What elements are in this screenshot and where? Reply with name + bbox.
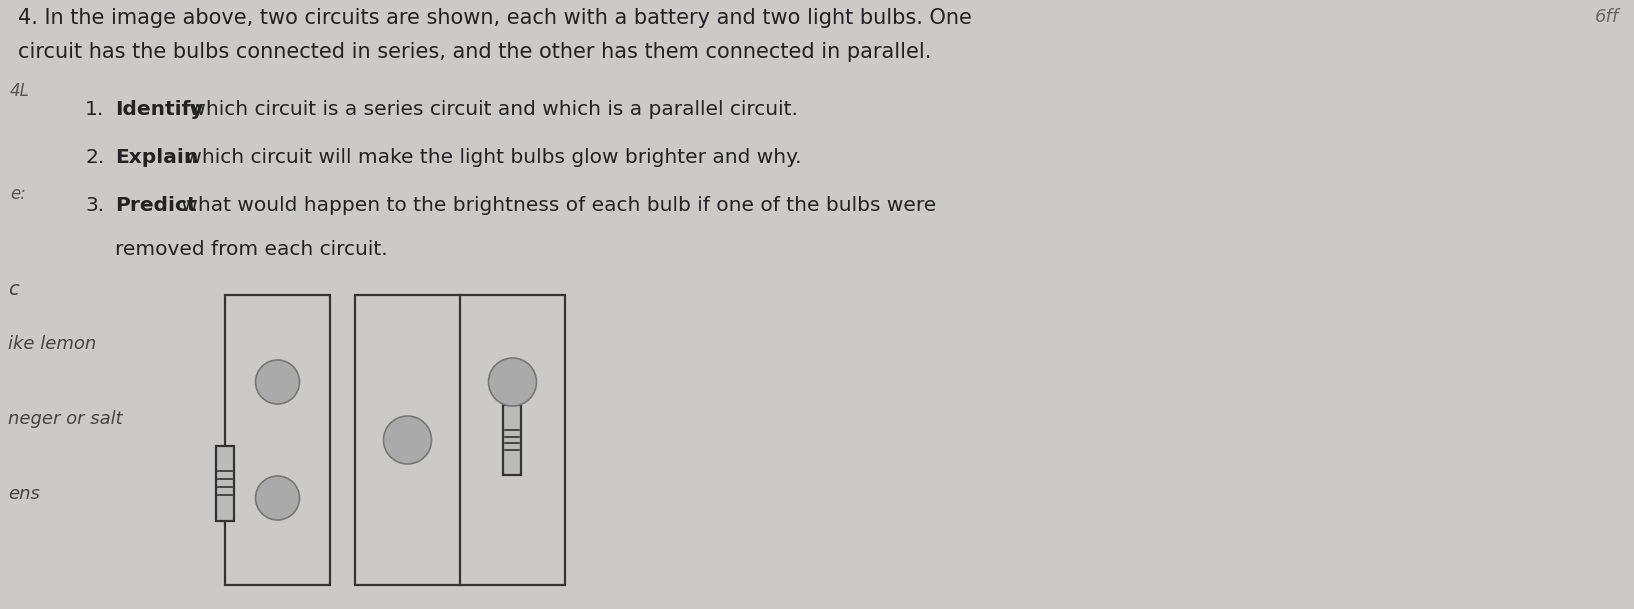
Circle shape [384, 416, 431, 464]
Text: what would happen to the brightness of each bulb if one of the bulbs were: what would happen to the brightness of e… [175, 196, 936, 215]
Text: 3.: 3. [85, 196, 105, 215]
Bar [225, 295, 330, 585]
Circle shape [255, 476, 299, 520]
Text: which circuit is a series circuit and which is a parallel circuit.: which circuit is a series circuit and wh… [183, 100, 797, 119]
Text: ike lemon: ike lemon [8, 335, 96, 353]
Bar [503, 405, 521, 475]
Text: Explain: Explain [114, 148, 198, 167]
Bar [216, 446, 234, 521]
Text: e:: e: [10, 185, 26, 203]
Text: ens: ens [8, 485, 39, 503]
Text: Predict: Predict [114, 196, 196, 215]
Text: 4L: 4L [10, 82, 29, 100]
Text: 1.: 1. [85, 100, 105, 119]
Bar [355, 295, 565, 585]
Circle shape [255, 360, 299, 404]
Circle shape [489, 358, 536, 406]
Text: which circuit will make the light bulbs glow brighter and why.: which circuit will make the light bulbs … [180, 148, 802, 167]
Text: c: c [8, 280, 18, 299]
Text: removed from each circuit.: removed from each circuit. [114, 240, 387, 259]
Text: 6ff: 6ff [1595, 8, 1619, 26]
Text: 2.: 2. [85, 148, 105, 167]
Text: circuit has the bulbs connected in series, and the other has them connected in p: circuit has the bulbs connected in serie… [18, 42, 931, 62]
Text: Identify: Identify [114, 100, 204, 119]
Text: neger or salt: neger or salt [8, 410, 123, 428]
Text: 4. In the image above, two circuits are shown, each with a battery and two light: 4. In the image above, two circuits are … [18, 8, 972, 28]
